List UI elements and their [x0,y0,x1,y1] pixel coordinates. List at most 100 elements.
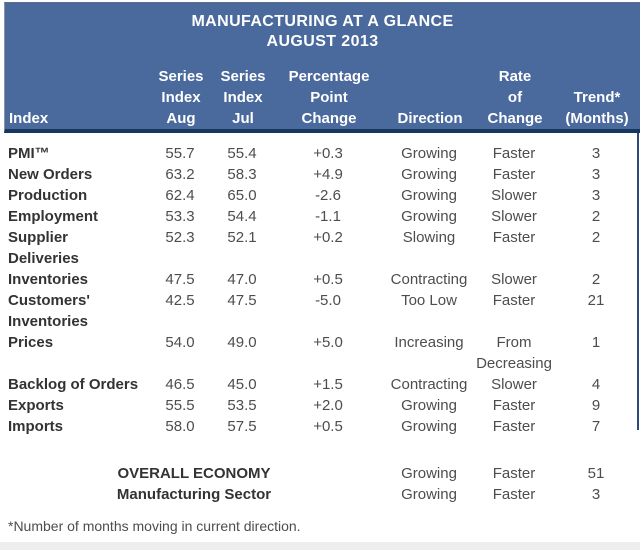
cell-rate: From Decreasing [476,334,552,372]
cell-jul: 57.5 [227,418,257,435]
cell-index: Backlog of Orders [8,376,139,393]
cell-trend: 2 [591,208,601,225]
summary-section: OVERALL ECONOMY Growing Faster 51 Manufactur… [4,463,640,505]
cell-jul: 49.0 [227,334,257,351]
table-row: New Orders 63.2 58.3 +4.9 Growing Faster 3 [4,164,640,185]
cell-trend: 3 [591,166,601,183]
cell-jul: 53.5 [227,397,257,414]
cell-rate: Faster [492,166,536,183]
cell-change: +0.5 [313,271,343,288]
cell-change: -2.6 [315,187,341,204]
cell-index: PMI™ [8,145,50,162]
cell-rate: Faster [492,465,536,482]
cell-index: Prices [8,334,54,351]
cell-aug: 63.2 [165,166,195,183]
cell-change: +0.2 [313,229,343,246]
table-row: Exports 55.5 53.5 +2.0 Growing Faster 9 [4,395,640,416]
table-row: Production 62.4 65.0 -2.6 Growing Slower 3 [4,185,640,206]
cell-direction: Growing [401,486,457,503]
column-header-direction: Direction [397,110,463,127]
table-body: PMI™ 55.7 55.4 +0.3 Growing Faster 3 New Orders… [4,133,640,437]
page-bottom-strip [0,542,640,550]
cell-rate: Faster [492,145,536,162]
cell-index: New Orders [8,166,93,183]
footnote: *Number of months moving in current dire… [8,518,301,534]
table-row: PMI™ 55.7 55.4 +0.3 Growing Faster 3 [4,143,640,164]
cell-index: Supplier Deliveries [8,229,79,267]
cell-aug: 42.5 [165,292,195,309]
cell-jul: 65.0 [227,187,257,204]
column-header-percentage-change: Percentage Point Change [288,68,370,127]
cell-aug: 47.5 [165,271,195,288]
cell-rate: Faster [492,486,536,503]
cell-rate: Slower [491,208,537,225]
cell-direction: Growing [401,145,457,162]
cell-trend: 1 [591,334,601,351]
cell-aug: 58.0 [165,418,195,435]
cell-direction: Contracting [390,271,468,288]
cell-trend: 2 [591,229,601,246]
cell-trend: 4 [591,376,601,393]
cell-jul: 58.3 [227,166,257,183]
cell-rate: Slower [491,187,537,204]
cell-trend: 9 [591,397,601,414]
cell-rate: Faster [492,229,536,246]
cell-direction: Too Low [401,292,457,309]
table-title: MANUFACTURING AT A GLANCE AUGUST 2013 [5,3,640,52]
column-header-row: Index Series Index Aug Series Index Jul … [5,66,640,129]
title-line-1: MANUFACTURING AT A GLANCE [191,13,454,30]
column-header-trend-months: Trend* (Months) [565,89,629,127]
cell-change: +5.0 [313,334,343,351]
manufacturing-at-a-glance-table: MANUFACTURING AT A GLANCE AUGUST 2013 In… [4,2,640,534]
table-right-border [637,133,639,430]
cell-aug: 53.3 [165,208,195,225]
cell-aug: 52.3 [165,229,195,246]
cell-direction: Growing [401,166,457,183]
cell-direction: Growing [401,465,457,482]
cell-direction: Increasing [394,334,464,351]
cell-direction: Growing [401,397,457,414]
cell-rate: Slower [491,376,537,393]
cell-summary-label: OVERALL ECONOMY [117,465,271,482]
column-header-rate-of-change: Rate of Change [487,68,543,127]
table-row: Backlog of Orders 46.5 45.0 +1.5 Contracting… [4,374,640,395]
title-line-2: AUGUST 2013 [266,33,379,50]
cell-trend: 51 [587,465,605,482]
cell-index: Exports [8,397,64,414]
cell-change: +4.9 [313,166,343,183]
table-row: Employment 53.3 54.4 -1.1 Growing Slower 2 [4,206,640,227]
table-row: Imports 58.0 57.5 +0.5 Growing Faster 7 [4,416,640,437]
table-row: Supplier Deliveries 52.3 52.1 +0.2 Slowing Fa… [4,227,640,269]
column-header-series-index-aug: Series Index Aug [158,68,204,127]
cell-change: -5.0 [315,292,341,309]
cell-change: +2.0 [313,397,343,414]
summary-row: Manufacturing Sector Growing Faster 3 [4,484,640,505]
cell-rate: Faster [492,397,536,414]
table-row: Prices 54.0 49.0 +5.0 Increasing From Decreas… [4,332,640,374]
cell-trend: 3 [591,187,601,204]
cell-rate: Slower [491,271,537,288]
cell-jul: 54.4 [227,208,257,225]
cell-aug: 62.4 [165,187,195,204]
column-header-index: Index [9,110,49,127]
cell-aug: 54.0 [165,334,195,351]
cell-direction: Contracting [390,376,468,393]
cell-direction: Growing [401,208,457,225]
cell-trend: 21 [587,292,605,309]
cell-change: +0.5 [313,418,343,435]
cell-index: Production [8,187,88,204]
cell-index: Customers' Inventories [8,292,90,330]
cell-aug: 55.7 [165,145,195,162]
cell-index: Inventories [8,271,89,288]
cell-change: +1.5 [313,376,343,393]
cell-aug: 55.5 [165,397,195,414]
cell-rate: Faster [492,292,536,309]
cell-direction: Slowing [402,229,456,246]
cell-jul: 47.5 [227,292,257,309]
cell-direction: Growing [401,418,457,435]
cell-rate: Faster [492,418,536,435]
cell-jul: 45.0 [227,376,257,393]
cell-trend: 3 [591,145,601,162]
cell-trend: 2 [591,271,601,288]
